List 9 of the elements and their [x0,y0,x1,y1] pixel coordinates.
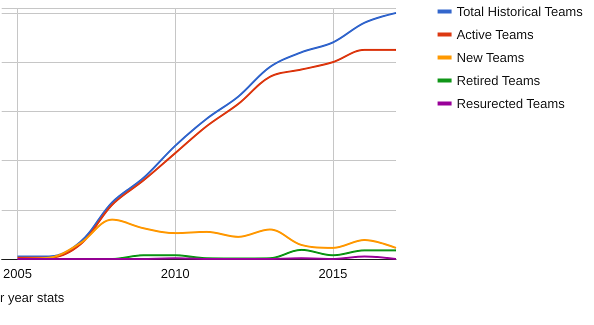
text: r year stats [0,290,65,305]
legend-label: Total Historical Teams [456,4,584,19]
legend-label: New Teams [456,50,525,65]
x-tick-label: 2015 [318,266,348,281]
x-tick-label: 2010 [160,266,190,281]
legend-label: Active Teams [456,27,534,42]
x-tick-label: 2005 [3,266,32,281]
legend-label: Retired Teams [456,73,541,88]
legend-label: Resurected Teams [456,96,566,111]
